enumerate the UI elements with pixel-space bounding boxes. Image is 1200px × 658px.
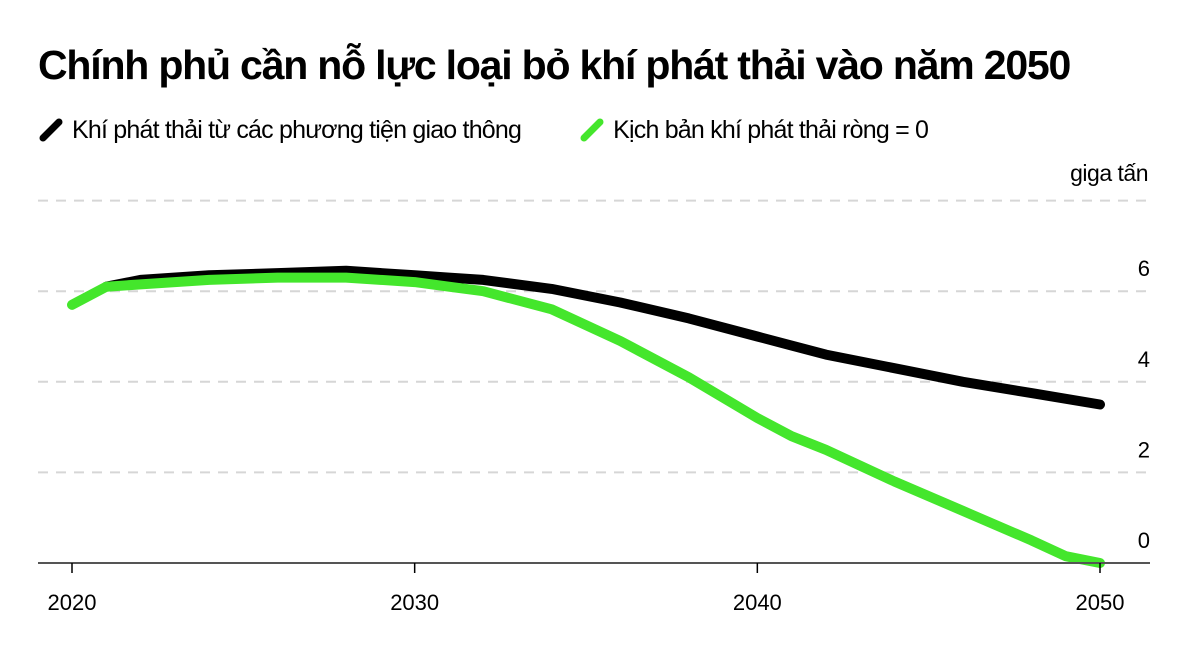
y-tick-label: 6 xyxy=(1138,256,1150,281)
y-axis-unit: giga tấn xyxy=(1070,160,1148,186)
legend-label: Khí phát thải từ các phương tiện giao th… xyxy=(72,115,522,144)
x-tick-label: 2040 xyxy=(733,590,782,615)
net-zero-line xyxy=(67,272,1105,568)
y-tick-label: 4 xyxy=(1138,347,1150,372)
x-tick-label: 2030 xyxy=(390,590,439,615)
legend-item-net-zero: Kịch bản khí phát thải ròng = 0 xyxy=(579,115,929,145)
y-tick-label: 2 xyxy=(1138,437,1150,462)
y-tick-label: 0 xyxy=(1138,528,1150,553)
legend: Khí phát thải từ các phương tiện giao th… xyxy=(38,112,986,148)
chart-title: Chính phủ cần nỗ lực loại bỏ khí phát th… xyxy=(38,42,1071,88)
green-line-swatch-icon xyxy=(580,118,604,142)
legend-label: Kịch bản khí phát thải ròng = 0 xyxy=(613,115,929,144)
x-tick-label: 2050 xyxy=(1076,590,1125,615)
legend-item-vehicle-emissions: Khí phát thải từ các phương tiện giao th… xyxy=(38,115,522,145)
x-tick-label: 2020 xyxy=(48,590,97,615)
black-line-swatch-icon xyxy=(39,118,63,142)
